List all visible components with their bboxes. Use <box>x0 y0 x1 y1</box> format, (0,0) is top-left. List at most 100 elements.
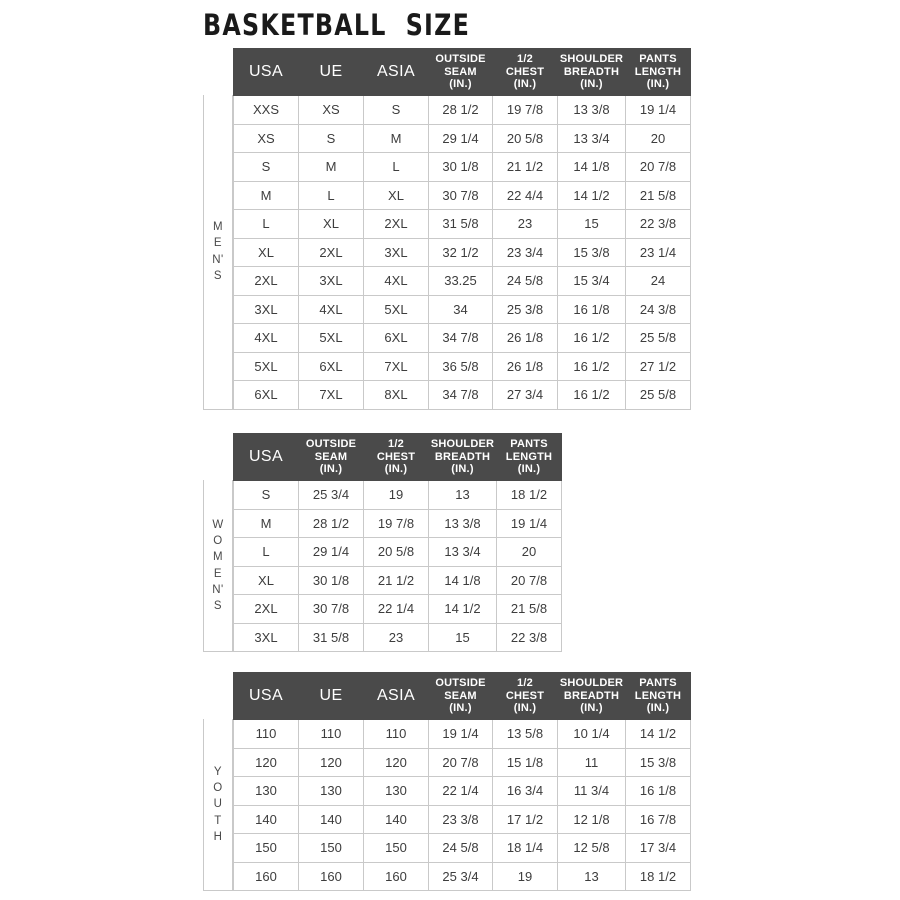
womens-table-header: USA OUTSIDE SEAM (IN.) 1/2 CHEST (IN.) SHOU… <box>233 433 562 481</box>
table-cell: 2XL <box>233 266 299 296</box>
womens-size-table: USA OUTSIDE SEAM (IN.) 1/2 CHEST (IN.) SHOU… <box>233 433 562 652</box>
table-cell: 18 1/2 <box>625 861 691 891</box>
table-cell: 8XL <box>363 380 429 410</box>
table-cell: 25 3/4 <box>298 480 364 510</box>
group-label-letter: O <box>213 534 223 547</box>
table-cell: L <box>233 209 299 239</box>
table-row: 130 130 130 22 1/4 16 3/4 11 3/4 16 1/8 <box>233 776 691 806</box>
column-header: ASIA <box>363 48 429 96</box>
table-cell: 18 1/4 <box>492 833 558 863</box>
table-cell: 3XL <box>298 266 364 296</box>
table-cell: 23 3/4 <box>492 237 558 267</box>
table-cell: 12 5/8 <box>557 833 626 863</box>
table-row: 2XL 3XL 4XL 33.25 24 5/8 15 3/4 24 <box>233 266 691 296</box>
table-cell: 19 7/8 <box>363 508 429 538</box>
table-cell: 16 3/4 <box>492 776 558 806</box>
table-cell: 21 5/8 <box>625 180 691 210</box>
table-cell: 20 <box>625 123 691 153</box>
table-cell: 2XL <box>363 209 429 239</box>
table-cell: 34 7/8 <box>428 323 493 353</box>
table-cell: 13 5/8 <box>492 719 558 749</box>
youth-size-table: USA UE ASIA OUTSIDE SEAM (IN.) 1/2 CHEST (IN… <box>233 672 691 891</box>
table-cell: 28 1/2 <box>428 95 493 125</box>
group-label-letter: Y <box>213 765 223 778</box>
youth-table-header: USA UE ASIA OUTSIDE SEAM (IN.) 1/2 CHEST (IN… <box>233 672 691 720</box>
column-header: 1/2 CHEST (IN.) <box>363 433 429 481</box>
table-cell: 17 1/2 <box>492 804 558 834</box>
table-row: S 25 3/4 19 13 18 1/2 <box>233 480 562 510</box>
mens-size-table-block: M E N' S USA UE ASIA OUTSIDE SEAM (IN.) 1/2 CHE… <box>203 48 691 410</box>
table-cell: 20 <box>496 537 562 567</box>
column-header: SHOULDER BREADTH (IN.) <box>428 433 497 481</box>
table-cell: 5XL <box>233 351 299 381</box>
table-row: 150 150 150 24 5/8 18 1/4 12 5/8 17 3/4 <box>233 833 691 863</box>
group-label-letter: O <box>213 782 223 794</box>
header-row: USA UE ASIA OUTSIDE SEAM (IN.) 1/2 CHEST (IN… <box>233 48 691 96</box>
table-cell: 21 1/2 <box>492 152 558 182</box>
table-cell: 15 3/4 <box>557 266 626 296</box>
table-cell: 2XL <box>233 594 299 624</box>
table-cell: 6XL <box>298 351 364 381</box>
mens-table-body: XXS XS S 28 1/2 19 7/8 13 3/8 19 1/4 XS S M 29 1/4… <box>233 95 691 410</box>
group-label-letter: M <box>212 551 224 564</box>
table-cell: 14 1/8 <box>428 565 497 595</box>
table-cell: 26 1/8 <box>492 323 558 353</box>
table-cell: 120 <box>363 747 429 777</box>
table-cell: 19 <box>492 861 558 891</box>
table-cell: 3XL <box>363 237 429 267</box>
table-cell: 160 <box>298 861 364 891</box>
table-cell: 19 1/4 <box>496 508 562 538</box>
table-cell: 17 3/4 <box>625 833 691 863</box>
table-cell: 27 3/4 <box>492 380 558 410</box>
table-cell: 13 <box>428 480 497 510</box>
womens-size-table-block: W O M E N' S USA OUTSIDE SEAM (IN.) 1/2 CHEST (… <box>203 433 562 652</box>
table-cell: 36 5/8 <box>428 351 493 381</box>
table-cell: 23 3/8 <box>428 804 493 834</box>
group-label-letter: H <box>213 830 223 843</box>
table-cell: 34 <box>428 294 493 324</box>
table-cell: 29 1/4 <box>428 123 493 153</box>
table-cell: 160 <box>233 861 299 891</box>
table-cell: 12 1/8 <box>557 804 626 834</box>
table-cell: 20 7/8 <box>625 152 691 182</box>
table-cell: 130 <box>233 776 299 806</box>
youth-table-body: 110 110 110 19 1/4 13 5/8 10 1/4 14 1/2 120 120 1… <box>233 719 691 891</box>
table-cell: 140 <box>298 804 364 834</box>
table-row: L 29 1/4 20 5/8 13 3/4 20 <box>233 537 562 567</box>
table-cell: 24 5/8 <box>492 266 558 296</box>
table-cell: 25 3/8 <box>492 294 558 324</box>
table-cell: 19 1/4 <box>428 719 493 749</box>
table-cell: S <box>233 480 299 510</box>
womens-table-body: S 25 3/4 19 13 18 1/2 M 28 1/2 19 7/8 13 3/8 19 1… <box>233 480 562 652</box>
column-header: UE <box>298 672 364 720</box>
table-row: 2XL 30 7/8 22 1/4 14 1/2 21 5/8 <box>233 594 562 624</box>
column-header: USA <box>233 672 299 720</box>
table-row: 6XL 7XL 8XL 34 7/8 27 3/4 16 1/2 25 5/8 <box>233 380 691 410</box>
table-row: 160 160 160 25 3/4 19 13 18 1/2 <box>233 861 691 891</box>
table-cell: 27 1/2 <box>625 351 691 381</box>
group-label-letter: N' <box>212 253 224 266</box>
table-cell: 14 1/8 <box>557 152 626 182</box>
table-cell: 22 3/8 <box>625 209 691 239</box>
table-cell: 21 1/2 <box>363 565 429 595</box>
table-cell: L <box>363 152 429 182</box>
table-cell: XL <box>298 209 364 239</box>
table-cell: 30 1/8 <box>428 152 493 182</box>
table-cell: 23 <box>363 622 429 652</box>
table-cell: 120 <box>233 747 299 777</box>
table-cell: 21 5/8 <box>496 594 562 624</box>
table-cell: 22 1/4 <box>363 594 429 624</box>
table-cell: 25 3/4 <box>428 861 493 891</box>
table-cell: 110 <box>233 719 299 749</box>
group-label-letter: M <box>212 221 224 234</box>
table-cell: 2XL <box>298 237 364 267</box>
table-cell: 25 5/8 <box>625 323 691 353</box>
table-cell: 150 <box>363 833 429 863</box>
table-cell: 10 1/4 <box>557 719 626 749</box>
table-cell: S <box>298 123 364 153</box>
table-cell: 13 3/8 <box>557 95 626 125</box>
table-cell: 3XL <box>233 294 299 324</box>
table-cell: 13 3/4 <box>557 123 626 153</box>
mens-table-header: USA UE ASIA OUTSIDE SEAM (IN.) 1/2 CHEST (IN… <box>233 48 691 96</box>
